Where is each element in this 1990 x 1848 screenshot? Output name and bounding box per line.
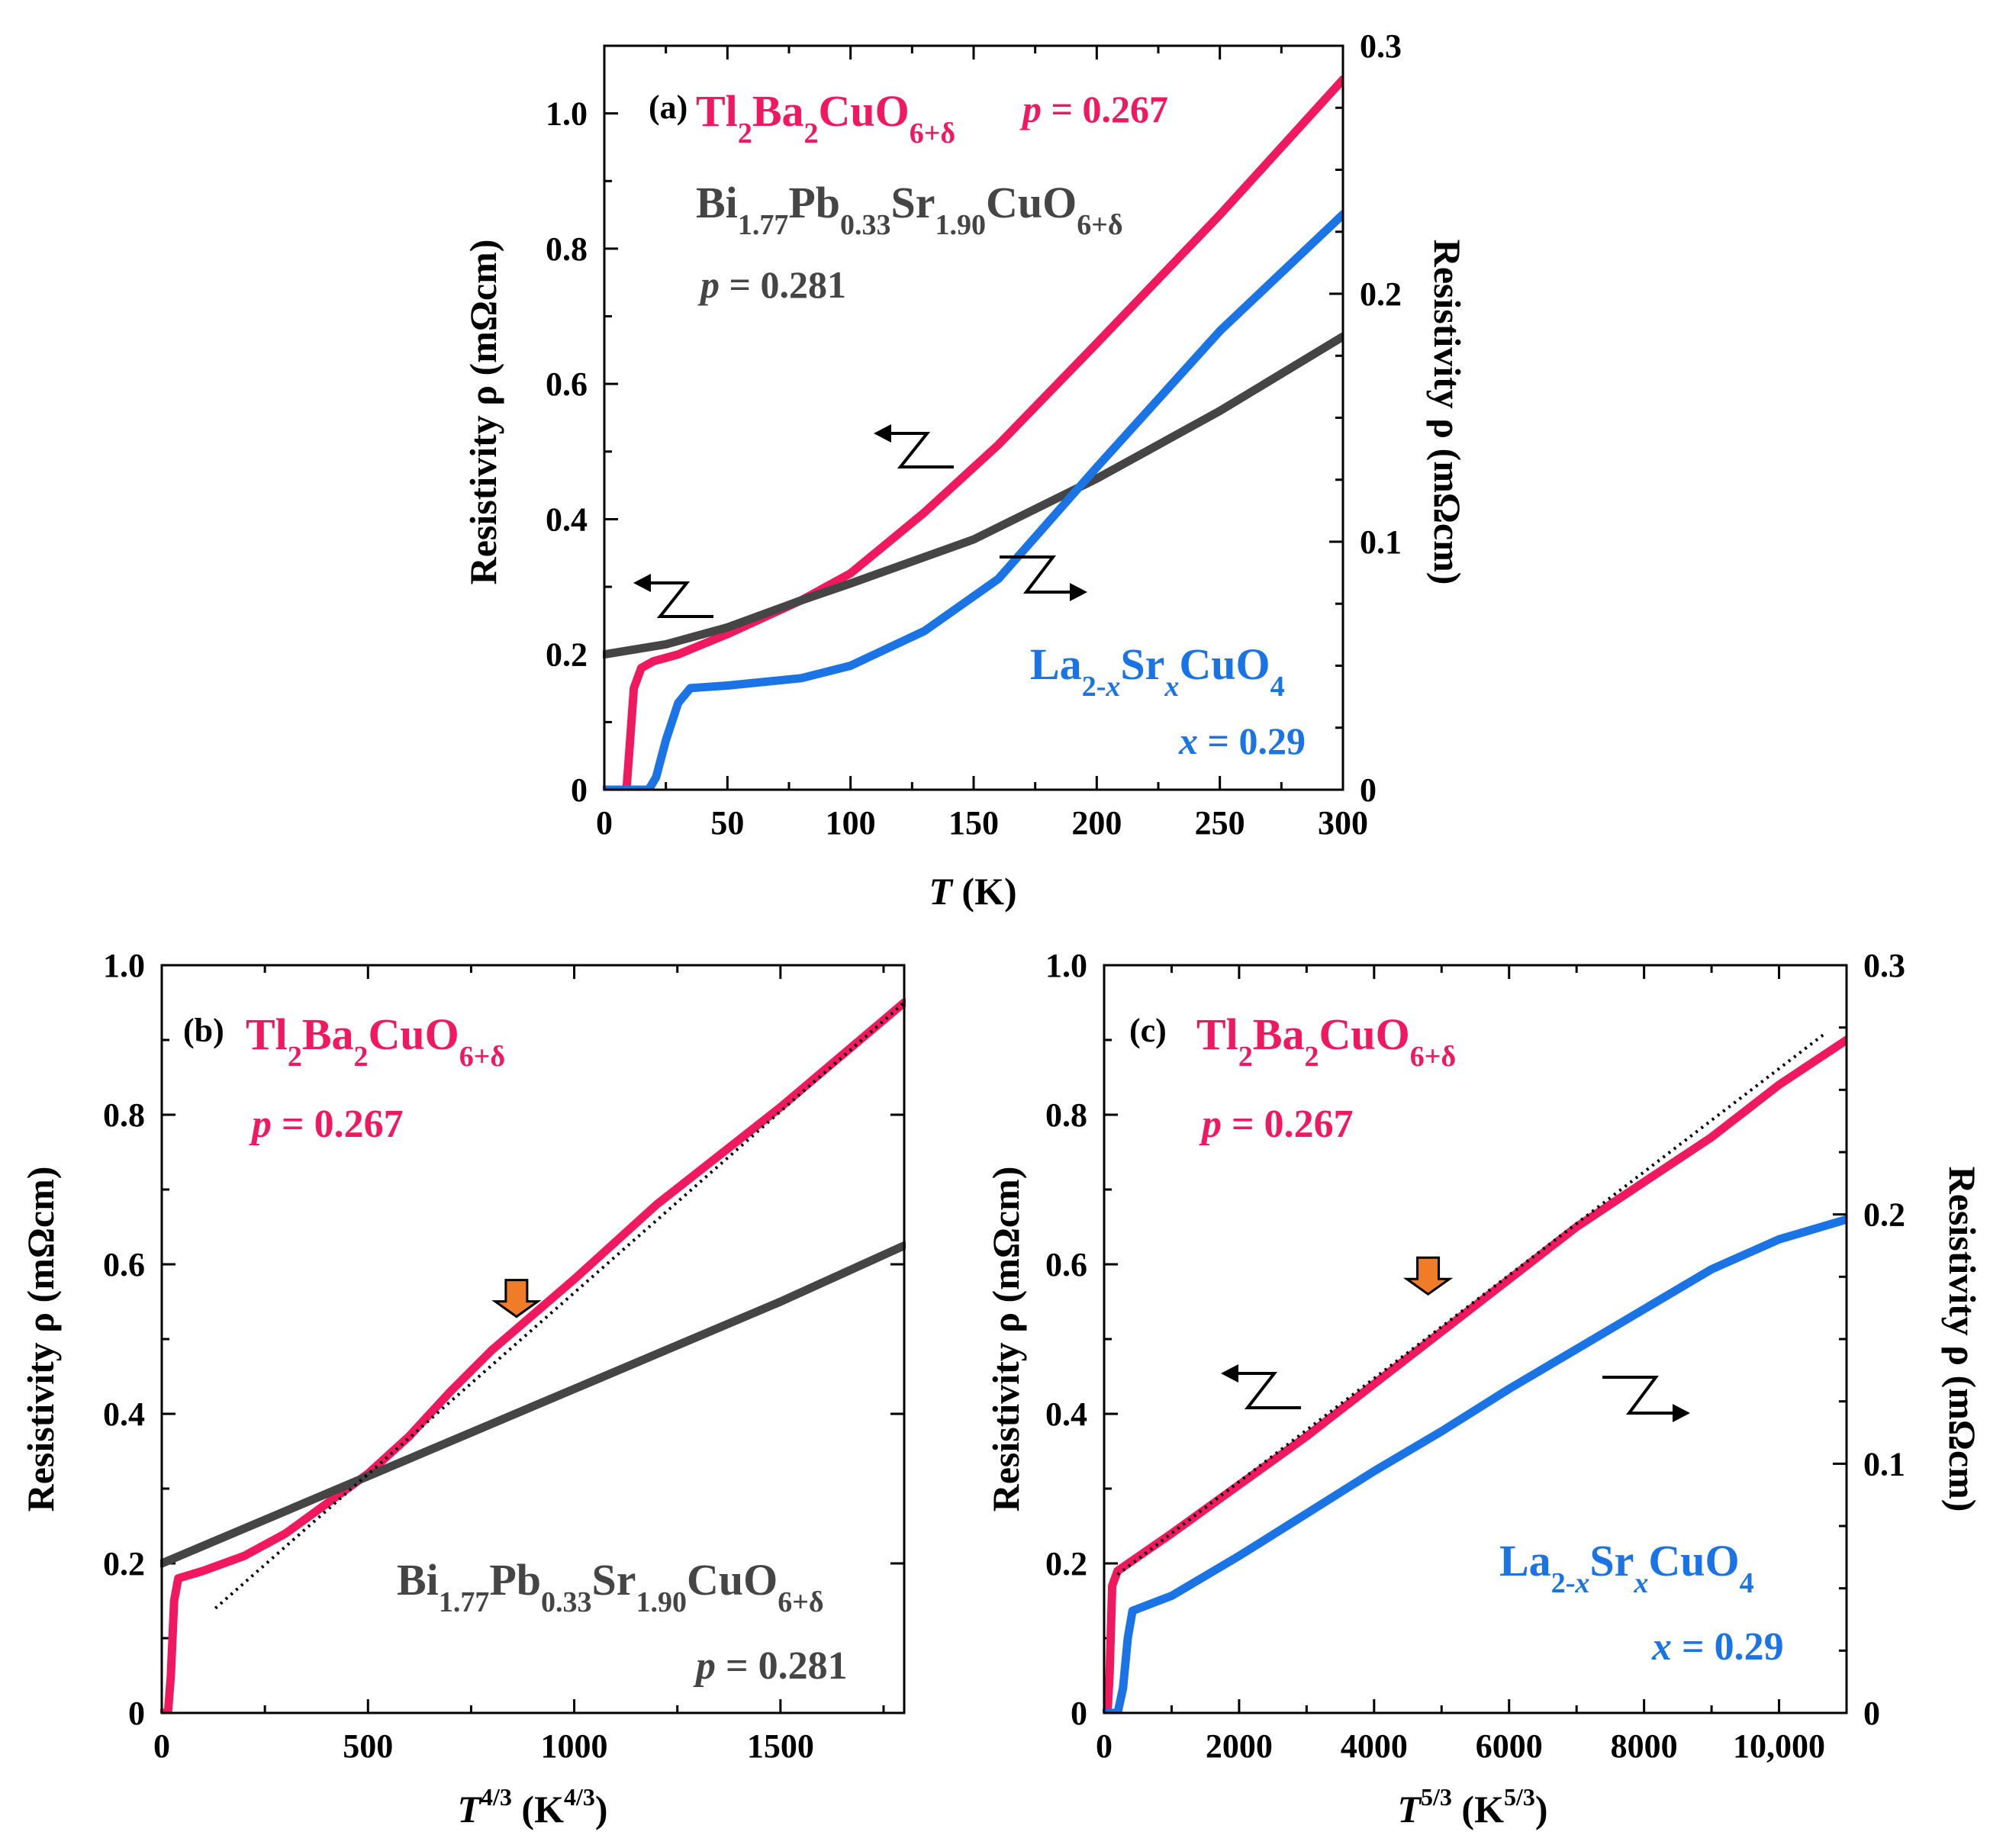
y-right-tick-label: 0.2	[1863, 1196, 1905, 1234]
y-tick-label: 0.2	[546, 636, 588, 674]
y-tick-label: 0.8	[103, 1096, 145, 1134]
x-tick-label: 8000	[1611, 1727, 1678, 1765]
x-tick-label: 1000	[541, 1727, 608, 1765]
la-x-label: x = 0.29	[1651, 1625, 1784, 1669]
y-tick-label: 0.8	[546, 230, 588, 268]
y-tick-label: 0.6	[103, 1246, 145, 1283]
tl-formula-label: Tl2Ba2CuO6+δ	[246, 1009, 505, 1073]
y-axis-label-c: Resistivity ρ (mΩcm)	[984, 1167, 1027, 1512]
right-axis-indicator-icon	[1602, 1376, 1690, 1422]
x-axis-label-c: T5/3 (K5/3)	[1397, 1783, 1547, 1830]
x-tick-label: 100	[826, 804, 876, 842]
y-tick-label: 1.0	[103, 947, 145, 984]
panel-c: 0 2000 4000 6000 8000 10,000 0 0.2 0.4 0.6 0.8 1.0 0…	[984, 947, 1984, 1830]
panel-b: 0 500 1000 1500 0 0.2 0.4 0.6 0.8 1.0 (b) Tl2Ba2C…	[19, 947, 906, 1830]
y-tick-label: 1.0	[1045, 947, 1087, 984]
y-axis-label-a: Resistivity ρ (mΩcm)	[462, 240, 504, 585]
x-tick-label: 0	[1096, 1727, 1113, 1765]
series-line	[603, 332, 1343, 659]
x-tick-label: 250	[1195, 804, 1245, 842]
plot-frame-c	[1103, 964, 1848, 1714]
y-right-tick-label: 0.1	[1360, 523, 1402, 561]
y-tick-label: 0.6	[546, 365, 588, 403]
y-tick-label: 1.0	[546, 95, 588, 133]
left-axis-indicator-icon	[874, 424, 954, 468]
y-tick-label: 0.4	[546, 501, 588, 538]
fit-line	[1116, 1031, 1827, 1576]
x-tick-label: 500	[343, 1727, 393, 1765]
series-line	[1103, 1215, 1847, 1713]
tl-formula-label: Tl2Ba2CuO6+δ	[696, 86, 955, 150]
panel-label-b: (b)	[183, 1012, 224, 1049]
panel-a: 0 50 100 150 200 250 30000.20.40.60.81.000.10.…	[462, 27, 1469, 913]
tl-p-label: p = 0.267	[1199, 1103, 1354, 1146]
x-axis-label-b: T4/3 (K4/3)	[457, 1783, 607, 1830]
y-tick-label: 0	[128, 1695, 145, 1732]
x-tick-label: 150	[948, 804, 999, 842]
bi-formula-label: Bi1.77Pb0.33Sr1.90CuO6+δ	[696, 178, 1123, 241]
left-axis-indicator-icon	[1221, 1364, 1301, 1409]
y-axis-label-b: Resistivity ρ (mΩcm)	[19, 1167, 62, 1512]
x-tick-label: 2000	[1206, 1727, 1273, 1765]
tl-p-label: p = 0.267	[1019, 88, 1168, 130]
left-axis-indicator-icon	[633, 574, 713, 618]
plot-frame-a	[603, 44, 1344, 791]
bi-p-label: p = 0.281	[693, 1644, 848, 1688]
series-line	[603, 210, 1343, 790]
panel-label-a: (a)	[649, 89, 687, 126]
series-line	[160, 1241, 906, 1568]
y-tick-label: 0.4	[103, 1396, 145, 1433]
x-tick-label: 50	[710, 804, 744, 842]
y-tick-label: 0.2	[103, 1545, 145, 1582]
right-axis-indicator-icon	[1000, 555, 1087, 601]
y-right-tick-label: 0.2	[1360, 275, 1402, 313]
y-right-tick-label: 0.1	[1863, 1445, 1905, 1483]
series-line	[160, 998, 906, 1713]
x-tick-label: 6000	[1476, 1727, 1543, 1765]
y-tick-label: 0.6	[1045, 1246, 1087, 1283]
y-tick-label: 0.8	[1045, 1096, 1087, 1134]
x-tick-label: 1500	[747, 1727, 814, 1765]
y-tick-label: 0	[571, 771, 588, 809]
x-tick-label: 200	[1071, 804, 1122, 842]
fit-line	[214, 1001, 906, 1610]
x-tick-label: 10,000	[1733, 1727, 1825, 1765]
plot-frame-b	[160, 964, 906, 1714]
x-tick-label: 300	[1318, 804, 1368, 842]
y-right-tick-label: 0.3	[1863, 947, 1905, 984]
la-formula-label: La2-xSrxCuO4	[1499, 1536, 1754, 1599]
series-line	[603, 75, 1343, 790]
x-tick-label: 0	[596, 804, 613, 842]
y-axis-label-right-c: Resistivity ρ (mΩcm)	[1941, 1167, 1984, 1512]
arrow-down-icon	[1402, 1256, 1454, 1296]
y-right-tick-label: 0	[1863, 1695, 1880, 1732]
tl-p-label: p = 0.267	[249, 1103, 404, 1146]
y-tick-label: 0	[1071, 1695, 1087, 1732]
bi-formula-label: Bi1.77Pb0.33Sr1.90CuO6+δ	[397, 1555, 824, 1618]
y-right-tick-label: 0	[1360, 771, 1377, 809]
series-line	[1103, 1035, 1847, 1713]
x-axis-label-a: T (K)	[929, 870, 1016, 913]
bi-p-label: p = 0.281	[697, 263, 846, 306]
la-formula-label: La2-xSrxCuO4	[1030, 639, 1285, 703]
arrow-down-icon	[491, 1279, 542, 1318]
tl-formula-label: Tl2Ba2CuO6+δ	[1196, 1009, 1456, 1073]
x-tick-label: 4000	[1341, 1727, 1408, 1765]
x-tick-label: 0	[153, 1727, 170, 1765]
panel-label-c: (c)	[1129, 1012, 1167, 1049]
y-right-tick-label: 0.3	[1360, 27, 1402, 65]
la-x-label: x = 0.29	[1178, 720, 1306, 762]
y-tick-label: 0.4	[1045, 1396, 1087, 1433]
y-tick-label: 0.2	[1045, 1545, 1087, 1582]
y-axis-label-right-a: Resistivity ρ (mΩcm)	[1426, 240, 1469, 585]
